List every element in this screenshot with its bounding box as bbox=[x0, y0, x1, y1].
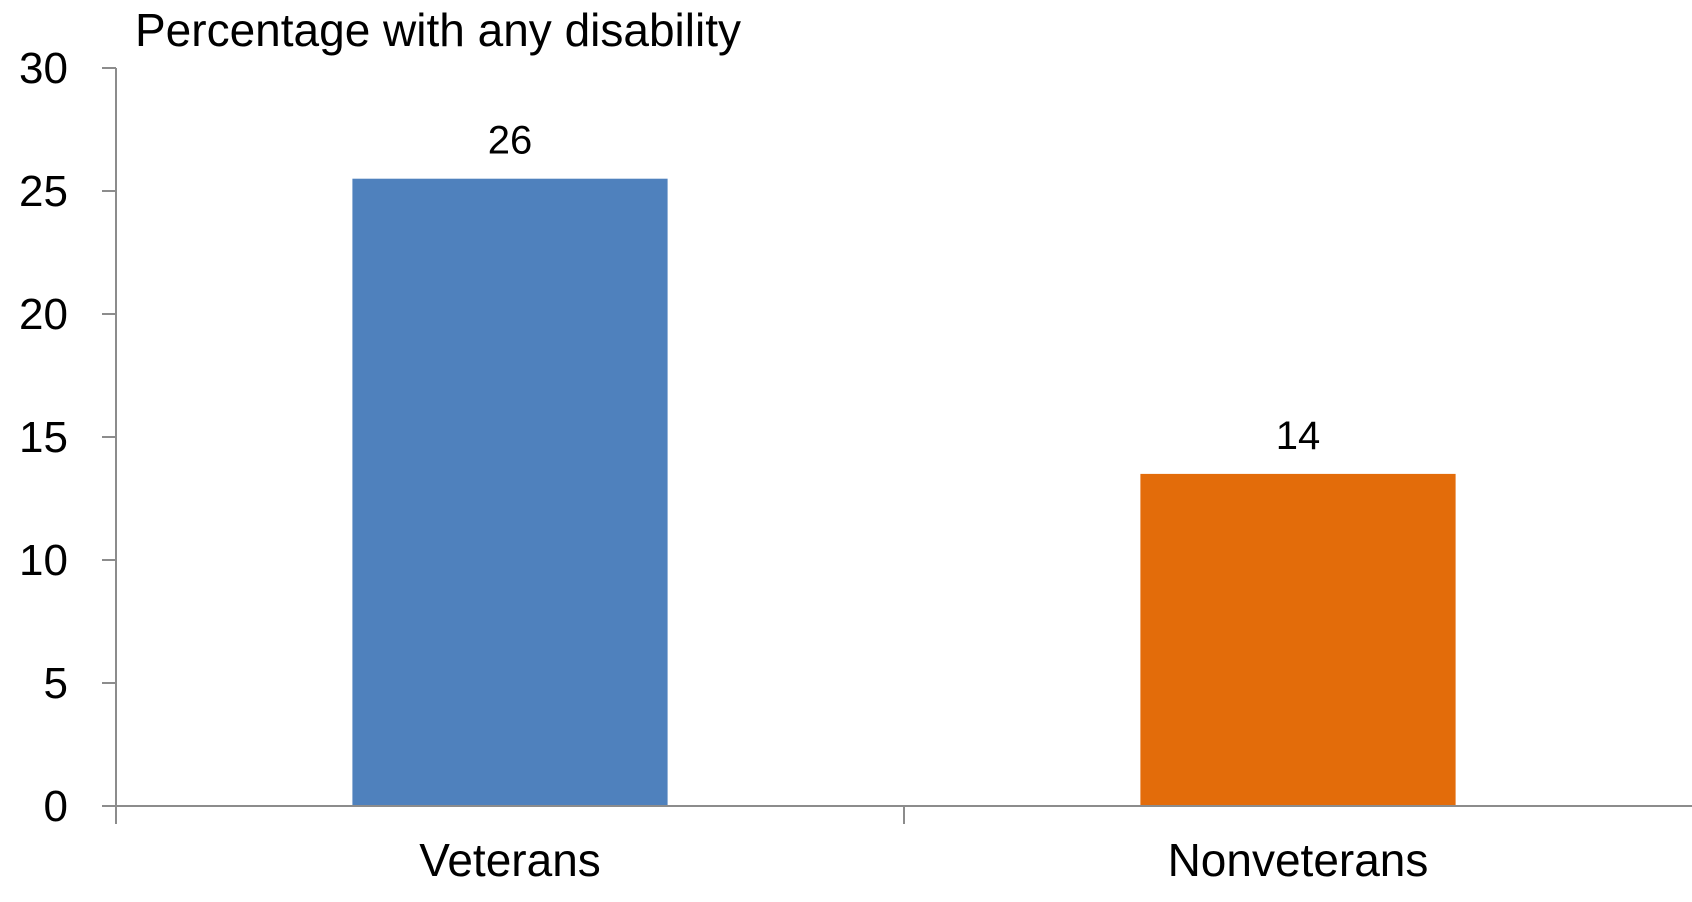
x-category-label: Nonveterans bbox=[1168, 834, 1429, 886]
y-axis-ticks: 0 5 10 15 20 25 30 bbox=[19, 44, 116, 831]
bars: 26 14 bbox=[352, 119, 1456, 806]
y-axis-title: Percentage with any disability bbox=[135, 4, 741, 56]
y-tick-label: 25 bbox=[19, 167, 68, 216]
y-tick-label: 10 bbox=[19, 536, 68, 585]
data-label-nonveterans: 14 bbox=[1276, 414, 1321, 458]
x-axis-ticks: Veterans Nonveterans bbox=[115, 806, 1429, 886]
y-tick-label: 30 bbox=[19, 44, 68, 93]
x-category-label: Veterans bbox=[419, 834, 601, 886]
y-tick-label: 0 bbox=[44, 782, 68, 831]
bar-veterans bbox=[352, 178, 668, 806]
y-tick-label: 20 bbox=[19, 290, 68, 339]
bar-nonveterans bbox=[1140, 473, 1456, 806]
y-tick-label: 15 bbox=[19, 413, 68, 462]
y-tick-label: 5 bbox=[44, 659, 68, 708]
data-label-veterans: 26 bbox=[488, 119, 533, 163]
